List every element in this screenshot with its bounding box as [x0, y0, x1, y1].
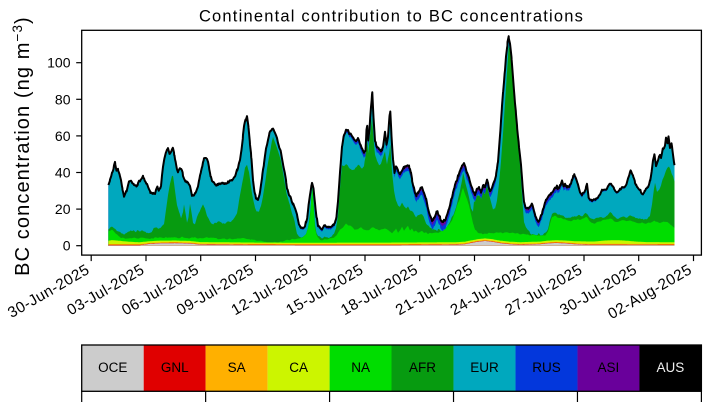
svg-text:80: 80 — [55, 91, 71, 107]
svg-text:GNL: GNL — [161, 360, 189, 375]
svg-text:20: 20 — [55, 201, 71, 217]
svg-text:CA: CA — [289, 360, 308, 375]
svg-text:RUS: RUS — [532, 360, 561, 375]
svg-text:ASI: ASI — [598, 360, 620, 375]
svg-text:AUS: AUS — [657, 360, 685, 375]
svg-text:AFR: AFR — [409, 360, 436, 375]
svg-text:Continental contribution to BC: Continental contribution to BC concentra… — [199, 8, 584, 26]
svg-text:SA: SA — [228, 360, 246, 375]
svg-text:60: 60 — [55, 128, 71, 144]
svg-text:40: 40 — [55, 165, 71, 181]
svg-text:EUR: EUR — [470, 360, 499, 375]
svg-text:0: 0 — [63, 238, 71, 254]
svg-text:BC concentration (ng m−3): BC concentration (ng m−3) — [10, 16, 34, 276]
svg-text:100: 100 — [47, 55, 71, 71]
svg-text:NA: NA — [351, 360, 370, 375]
svg-text:OCE: OCE — [98, 360, 127, 375]
